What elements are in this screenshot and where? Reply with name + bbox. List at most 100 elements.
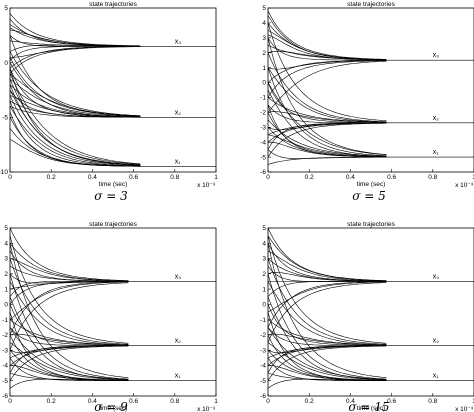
x-tick-label: 0 [266,398,270,405]
panel-caption: σ = 9 [94,400,128,412]
chart-title: state trajectories [347,1,395,8]
state-label: x₃ [433,52,440,59]
chart-panel-4: state trajectories x₃ x₂ x₁ 0 0.2 0.4 0.6 0.8 1 -6… [260,221,474,412]
x-tick-label: 1 [472,398,474,405]
trajectory-3-6 [9,342,129,381]
y-tick-label: -6 [260,393,266,400]
x-tick-label: 1 [214,174,218,181]
trajectory-1-10 [267,60,387,113]
y-tick-label: 5 [262,225,266,232]
y-tick-label: -4 [260,363,266,370]
chart-panel-1: state trajectories x₃ x₂ x₁ 0 0.2 0.4 0.6 0.8 1 -1… [0,1,218,203]
y-tick-label: -6 [260,169,266,176]
x-tick-label: 0.2 [305,174,314,181]
trajectory-3-2 [9,95,141,166]
trajectory-2-1 [267,22,387,121]
y-tick-label: 1 [262,65,266,72]
trajectory-1-1 [9,227,129,281]
axes-frame [9,7,217,173]
trajectory-1-12 [267,34,387,61]
x-tick-label: 0 [8,398,12,405]
trajectory-3-10 [9,68,141,166]
trajectory-2-3 [9,95,141,118]
y-tick-label: 4 [4,240,8,247]
trajectory-2-2 [9,258,129,345]
x-exponent-label: x 10⁻³ [455,406,474,412]
chart-title: state trajectories [89,1,137,8]
y-tick-label: 4 [262,20,266,27]
y-tick-label: -2 [260,332,266,339]
trajectory-3-5 [9,327,129,380]
trajectory-3-12 [267,365,387,381]
x-tick-label: 0.6 [129,398,138,405]
axes-frame [267,7,474,173]
y-tick-label: -4 [2,363,8,370]
y-tick-label: -2 [260,110,266,117]
trajectory-1-4 [267,37,387,61]
trajectory-1-6 [9,281,129,305]
trajectory-1-8 [267,60,387,83]
trajectory-1-12 [267,272,387,282]
trajectory-3-8 [9,117,141,167]
x-tick-label: 0.4 [88,174,97,181]
trajectory-3-3 [9,106,141,167]
y-tick-label: -5 [2,378,8,385]
y-tick-label: -4 [260,139,266,146]
trajectory-3-5 [9,78,141,165]
trajectory-1-1 [9,13,141,47]
x-tick-label: 0.2 [305,398,314,405]
state-label: x₁ [175,159,182,166]
trajectory-2-9 [267,122,387,158]
y-tick-label: 5 [4,5,8,12]
x-tick-label: 0 [8,174,12,181]
trajectory-2-9 [267,345,387,381]
trajectory-2-2 [267,52,387,122]
trajectory-2-3 [267,281,387,346]
trajectory-2-4 [267,82,387,123]
trajectory-1-1 [267,10,387,60]
trajectory-3-8 [267,156,387,165]
trajectory-1-2 [267,235,387,282]
state-label: x₃ [175,38,182,45]
y-tick-label: 5 [262,5,266,12]
y-tick-label: -3 [2,347,8,354]
trajectory-2-4 [9,304,129,346]
x-tick-label: 0.6 [129,174,138,181]
trajectory-2-12 [267,122,387,150]
trajectory-1-8 [9,281,129,336]
trajectory-3-12 [267,141,387,158]
chart-title: state trajectories [89,221,137,228]
state-label: x₂ [433,338,440,345]
state-label: x₂ [175,338,182,345]
trajectory-2-1 [9,235,129,344]
trajectory-1-11 [267,15,387,61]
axes-frame [9,227,217,397]
trajectory-3-3 [267,296,387,381]
y-tick-label: 3 [4,256,8,263]
y-tick-label: 1 [262,286,266,293]
x-tick-label: 0.4 [88,398,97,405]
trajectory-2-6 [9,78,141,117]
y-tick-label: -10 [0,169,8,176]
trajectory-3-4 [9,111,141,167]
y-tick-label: -1 [2,317,8,324]
trajectory-1-9 [9,46,141,74]
axes-frame [267,227,474,397]
chart-panel-3: state trajectories x₃ x₂ x₁ 0 0.2 0.4 0.6 0.8 1 -6… [2,221,218,412]
state-label: x₂ [433,115,440,122]
y-tick-label: -5 [260,154,266,161]
state-label: x₁ [175,373,182,380]
trajectory-3-8 [9,372,129,381]
y-tick-label: 1 [4,286,8,293]
trajectory-1-3 [9,258,129,282]
x-tick-label: 0.8 [428,174,437,181]
trajectory-1-9 [9,282,129,351]
y-tick-label: 2 [262,50,266,57]
trajectory-3-1 [9,243,129,378]
y-tick-label: -1 [260,95,266,102]
y-tick-label: -5 [2,115,8,122]
trajectory-1-11 [9,265,129,282]
y-tick-label: 2 [262,271,266,278]
y-tick-label: 2 [4,271,8,278]
x-exponent-label: x 10⁻³ [197,182,216,189]
